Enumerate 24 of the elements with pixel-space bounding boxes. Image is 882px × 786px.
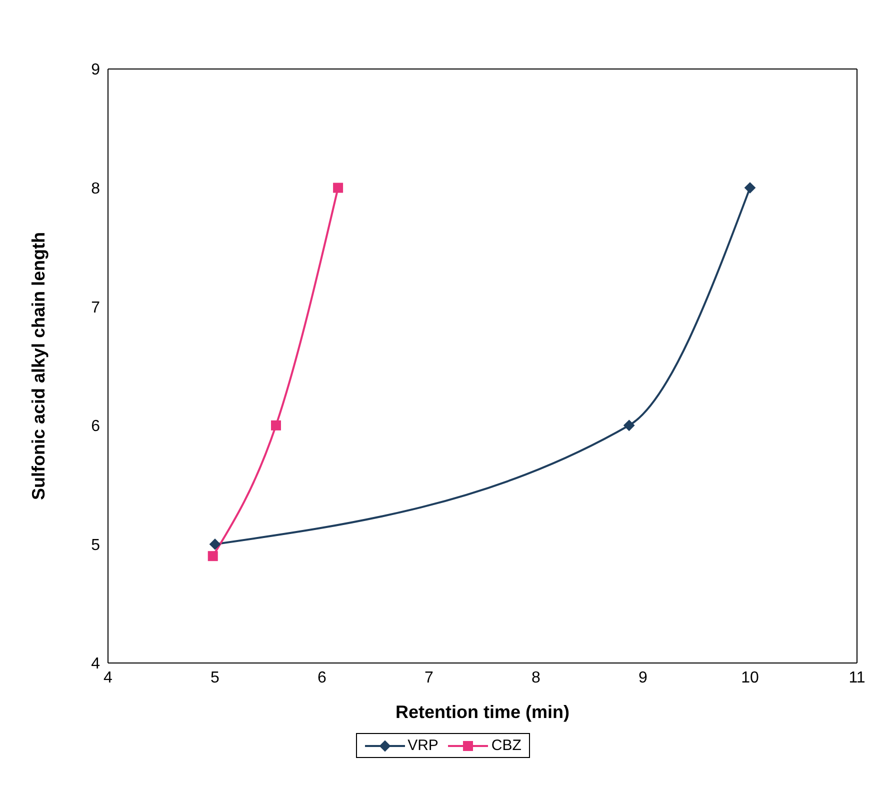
- y-tick-label: 8: [91, 180, 100, 198]
- legend-label: CBZ: [491, 737, 522, 754]
- y-tick-label: 7: [91, 299, 100, 316]
- x-tick-label: 9: [638, 669, 648, 686]
- y-tick-label: 9: [91, 62, 100, 79]
- legend-label: VRP: [408, 737, 438, 754]
- point: [208, 551, 218, 562]
- y-axis-title: Sulfonic acid alkyl chain length: [28, 232, 48, 500]
- point: [270, 420, 281, 430]
- point: [624, 420, 635, 431]
- point: [744, 182, 756, 194]
- point: [333, 182, 344, 193]
- x-axis-title: Retention time (min): [396, 702, 570, 722]
- x-tick-label: 7: [424, 669, 434, 686]
- x-tick-label: 10: [741, 669, 759, 686]
- x-tick-label: 8: [532, 669, 541, 686]
- point: [210, 538, 220, 550]
- y-tick-label: 4: [91, 656, 100, 673]
- x-tick-label: 6: [318, 669, 327, 686]
- y-tick-label: 6: [91, 418, 100, 436]
- x-tick-label: 11: [848, 669, 866, 686]
- x-tick-label: 5: [210, 669, 220, 686]
- y-tick-label: 5: [91, 536, 100, 554]
- x-tick-label: 4: [104, 669, 113, 686]
